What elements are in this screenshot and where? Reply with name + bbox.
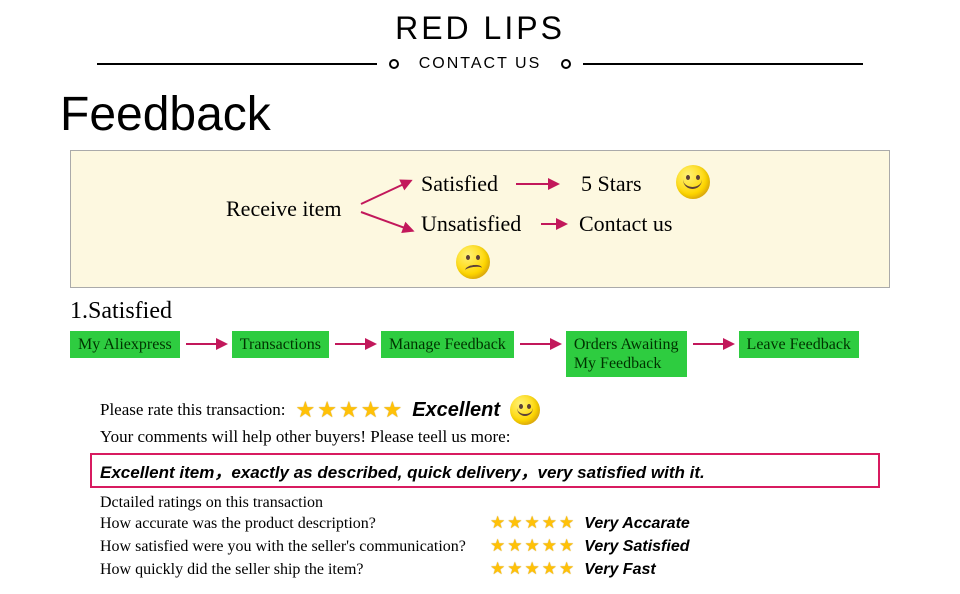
- divider-circle-right: [561, 59, 571, 69]
- step-box: Manage Feedback: [381, 331, 514, 358]
- detail-row: How quickly did the seller ship the item…: [100, 558, 960, 581]
- rating-stars: ★ ★ ★ ★ ★: [296, 397, 403, 423]
- divider-line-right: [583, 63, 863, 65]
- arrow-icon: [541, 223, 566, 225]
- detail-question: How quickly did the seller ship the item…: [100, 559, 490, 581]
- step-box: Orders Awaiting My Feedback: [566, 331, 687, 377]
- star-icon: ★: [490, 558, 505, 581]
- detailed-ratings: Dctailed ratings on this transaction How…: [100, 494, 960, 581]
- detail-row: How satisfied were you with the seller's…: [100, 535, 960, 558]
- star-icon: ★: [542, 512, 557, 535]
- divider-circle-left: [389, 59, 399, 69]
- star-icon: ★: [317, 397, 337, 423]
- feedback-heading: Feedback: [60, 87, 960, 142]
- star-icon: ★: [339, 397, 359, 423]
- step-box: Leave Feedback: [739, 331, 859, 358]
- star-icon: ★: [525, 512, 540, 535]
- flow-contactus-label: Contact us: [579, 211, 673, 237]
- star-icon: ★: [507, 512, 522, 535]
- star-icon: ★: [542, 535, 557, 558]
- detail-stars: ★★★★★: [490, 558, 574, 581]
- arrow-icon: [693, 343, 733, 345]
- rate-prefix: Please rate this transaction:: [100, 400, 286, 420]
- detail-stars: ★★★★★: [490, 535, 574, 558]
- arrow-icon: [361, 211, 413, 232]
- star-icon: ★: [296, 397, 316, 423]
- star-icon: ★: [361, 397, 381, 423]
- star-icon: ★: [525, 558, 540, 581]
- arrow-icon: [516, 183, 558, 185]
- comment-box: Excellent item，exactly as described, qui…: [90, 453, 880, 488]
- step-box: My Aliexpress: [70, 331, 180, 358]
- star-icon: ★: [490, 512, 505, 535]
- star-icon: ★: [507, 535, 522, 558]
- flow-unsatisfied-label: Unsatisfied: [421, 211, 521, 237]
- arrow-icon: [335, 343, 375, 345]
- arrow-icon: [361, 180, 412, 205]
- steps-row: My Aliexpress Transactions Manage Feedba…: [70, 331, 960, 377]
- smiley-neutral-icon: [456, 245, 490, 279]
- arrow-icon: [186, 343, 226, 345]
- detail-label: Very Satisfied: [584, 536, 689, 558]
- star-icon: ★: [525, 535, 540, 558]
- rate-help-text: Your comments will help other buyers! Pl…: [100, 427, 960, 447]
- step-box: Transactions: [232, 331, 329, 358]
- star-icon: ★: [507, 558, 522, 581]
- detail-row: How accurate was the product description…: [100, 512, 960, 535]
- star-icon: ★: [490, 535, 505, 558]
- details-heading: Dctailed ratings on this transaction: [100, 494, 960, 512]
- feedback-flow-box: Receive item Satisfied Unsatisfied 5 Sta…: [70, 150, 890, 288]
- star-icon: ★: [559, 535, 574, 558]
- smiley-happy-icon: [510, 395, 540, 425]
- detail-stars: ★★★★★: [490, 512, 574, 535]
- detail-label: Very Fast: [584, 559, 655, 581]
- rating-section: Please rate this transaction: ★ ★ ★ ★ ★ …: [100, 395, 960, 447]
- smiley-happy-icon: [676, 165, 710, 199]
- detail-question: How accurate was the product description…: [100, 513, 490, 535]
- divider-line-left: [97, 63, 377, 65]
- header-divider: CONTACT US: [0, 55, 960, 73]
- star-icon: ★: [382, 397, 402, 423]
- arrow-icon: [520, 343, 560, 345]
- excellent-label: Excellent: [412, 399, 500, 422]
- satisfied-heading: 1.Satisfied: [70, 298, 960, 325]
- flow-satisfied-label: Satisfied: [421, 171, 498, 197]
- flow-5stars-label: 5 Stars: [581, 171, 642, 197]
- star-icon: ★: [559, 558, 574, 581]
- header-title: RED LIPS: [0, 10, 960, 47]
- flow-receive-label: Receive item: [226, 196, 341, 222]
- star-icon: ★: [542, 558, 557, 581]
- detail-question: How satisfied were you with the seller's…: [100, 536, 490, 558]
- header-subtitle: CONTACT US: [411, 55, 550, 73]
- star-icon: ★: [559, 512, 574, 535]
- detail-label: Very Accarate: [584, 513, 690, 535]
